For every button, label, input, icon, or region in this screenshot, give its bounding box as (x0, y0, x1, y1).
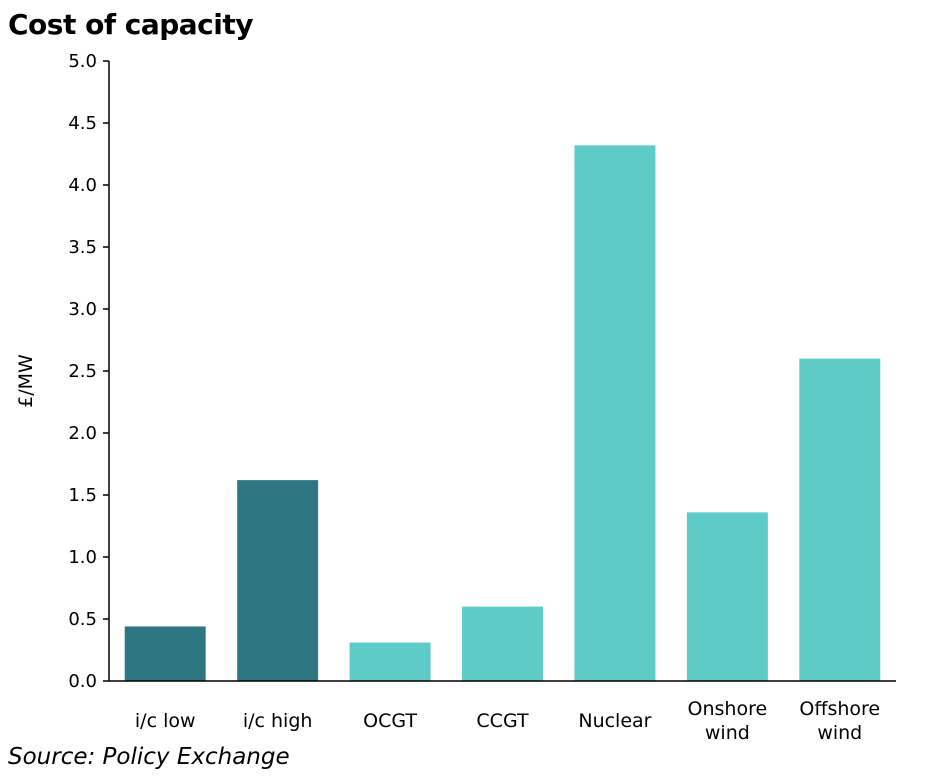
y-tick-label: 4.5 (68, 113, 97, 134)
x-tick-label: Offshore wind (799, 698, 880, 744)
bar (686, 512, 768, 681)
x-tick-label: OCGT (363, 710, 417, 732)
y-tick-label: 1.5 (68, 485, 97, 506)
y-tick-label: 3.5 (68, 237, 97, 258)
bar (799, 358, 881, 681)
x-tick-label: i/c low (135, 710, 196, 732)
bars (124, 145, 881, 681)
y-tick-label: 0.0 (68, 671, 97, 692)
x-tick-label: i/c high (243, 710, 313, 732)
x-tick-label: Onshore wind (688, 698, 768, 744)
bar (124, 626, 206, 681)
y-axis-ticks: 0.0 0.5 1.0 1.5 2.0 2.5 3.0 3.5 4.0 4.5 5.0 (68, 51, 109, 692)
y-tick-label: 5.0 (68, 51, 97, 72)
x-axis-labels: i/c low i/c high OCGT CCGT Nuclear Onshore win… (135, 698, 880, 744)
y-tick-label: 0.5 (68, 609, 97, 630)
x-tick-label: Nuclear (578, 710, 651, 732)
y-tick-label: 4.0 (68, 175, 97, 196)
y-tick-label: 2.0 (68, 423, 97, 444)
x-tick-label: CCGT (476, 710, 529, 732)
bar (349, 642, 431, 681)
y-tick-label: 2.5 (68, 361, 97, 382)
bar (237, 480, 319, 681)
y-axis-title: £/MW (15, 354, 37, 408)
chart-title: Cost of capacity (8, 8, 254, 41)
bar (462, 606, 543, 681)
source-note: Source: Policy Exchange (8, 744, 290, 770)
bar (574, 145, 656, 681)
y-tick-label: 3.0 (68, 299, 97, 320)
y-tick-label: 1.0 (68, 547, 97, 568)
